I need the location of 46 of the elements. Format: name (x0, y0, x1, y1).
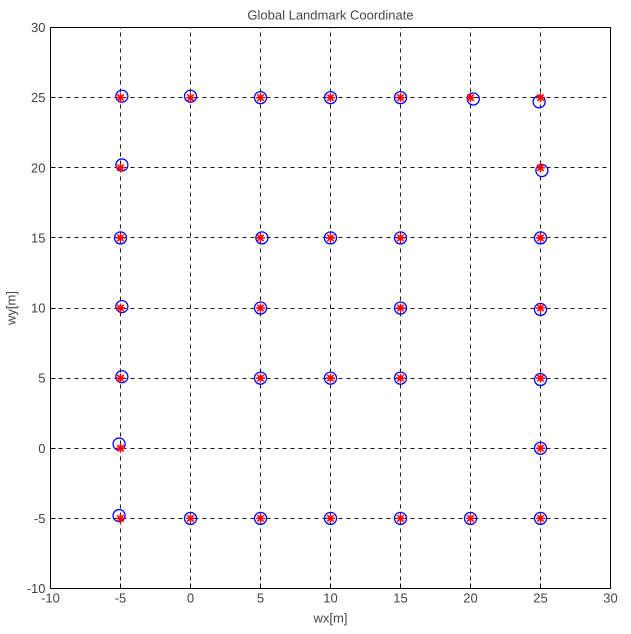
point (115, 302, 126, 314)
point (532, 95, 546, 108)
x-tick-label: 15 (393, 590, 408, 606)
point (185, 92, 196, 103)
point (112, 508, 126, 522)
point (184, 90, 198, 103)
x-tick-label: -5 (114, 590, 126, 606)
x-tick-label: 10 (323, 590, 338, 606)
y-tick-label: 20 (31, 160, 46, 176)
point (535, 162, 546, 173)
point (535, 92, 546, 103)
point (465, 92, 476, 103)
y-tick-label: 25 (31, 90, 46, 106)
x-tick-label: 30 (603, 590, 618, 606)
point (534, 302, 548, 316)
y-tick-label: 5 (38, 370, 46, 386)
point (535, 372, 546, 384)
x-tick-label: 0 (186, 590, 194, 606)
x-axis-title: wx[m] (312, 610, 348, 626)
point (115, 372, 126, 384)
x-tick-label: 20 (463, 590, 478, 606)
point (255, 232, 266, 244)
point (466, 92, 480, 106)
y-tick-label: 0 (38, 440, 46, 456)
point (115, 513, 126, 524)
x-tick-label: 25 (533, 590, 548, 606)
point (115, 90, 129, 103)
point (535, 164, 549, 178)
point (115, 300, 129, 314)
point (534, 372, 548, 386)
point (115, 443, 126, 454)
y-tick-label: 30 (31, 20, 46, 35)
chart-title: Global Landmark Coordinate (247, 8, 414, 22)
point (115, 92, 126, 103)
point (535, 302, 546, 314)
y-axis-title: wy[m] (4, 291, 19, 326)
point (255, 231, 269, 245)
y-tick-label: -10 (26, 581, 46, 596)
point (112, 437, 126, 451)
y-tick-label: 15 (31, 230, 46, 246)
y-tick-label: 10 (31, 300, 46, 316)
x-tick-label: 5 (256, 590, 264, 606)
point (115, 370, 129, 384)
y-tick-label: -5 (34, 510, 46, 526)
point (115, 162, 126, 173)
point (115, 158, 129, 172)
